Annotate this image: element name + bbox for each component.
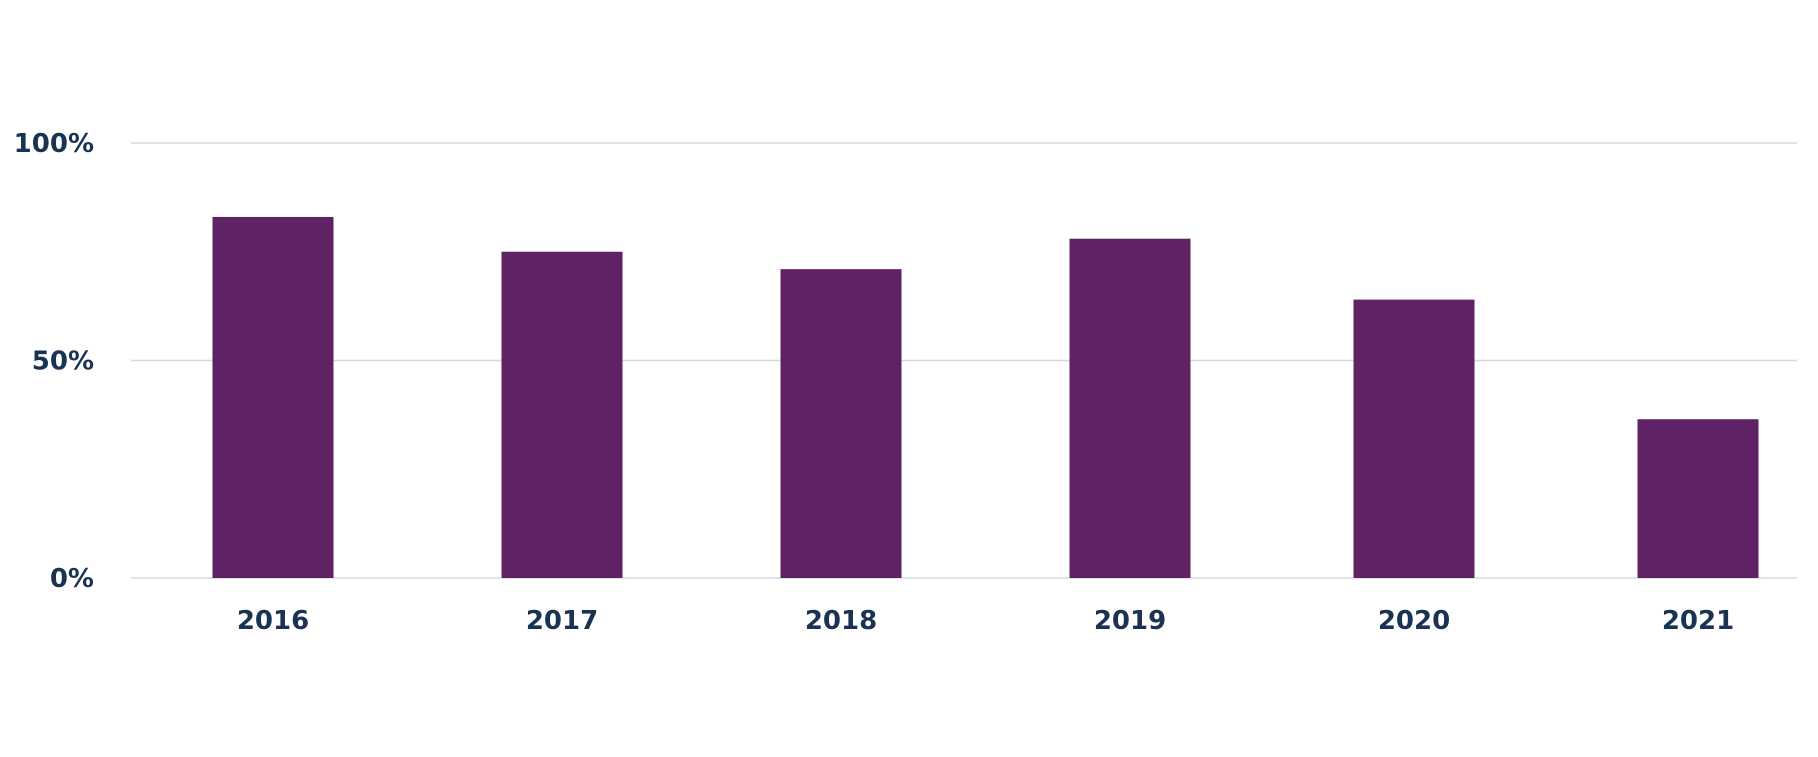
- bar-2016: [212, 216, 334, 578]
- bar-2020: [1353, 299, 1475, 578]
- bar-2018: [780, 269, 902, 578]
- bar-2017: [501, 251, 623, 578]
- x-axis-tick-labels: 2016 2017 2018 2019 2020 2021: [237, 606, 1734, 636]
- y-tick-label: 100%: [14, 129, 94, 159]
- x-tick-label: 2019: [1094, 606, 1166, 636]
- x-tick-label: 2017: [526, 606, 598, 636]
- y-tick-label: 0%: [50, 564, 94, 594]
- x-tick-label: 2016: [237, 606, 309, 636]
- x-tick-label: 2018: [805, 606, 877, 636]
- x-tick-label: 2020: [1378, 606, 1450, 636]
- y-axis-tick-labels: 0% 50% 100%: [14, 129, 94, 594]
- bar-2019: [1069, 238, 1191, 578]
- y-tick-label: 50%: [32, 347, 94, 377]
- bars: [212, 216, 1759, 578]
- gridlines: [131, 142, 1797, 579]
- x-tick-label: 2021: [1662, 606, 1734, 636]
- bar-2021: [1637, 419, 1759, 578]
